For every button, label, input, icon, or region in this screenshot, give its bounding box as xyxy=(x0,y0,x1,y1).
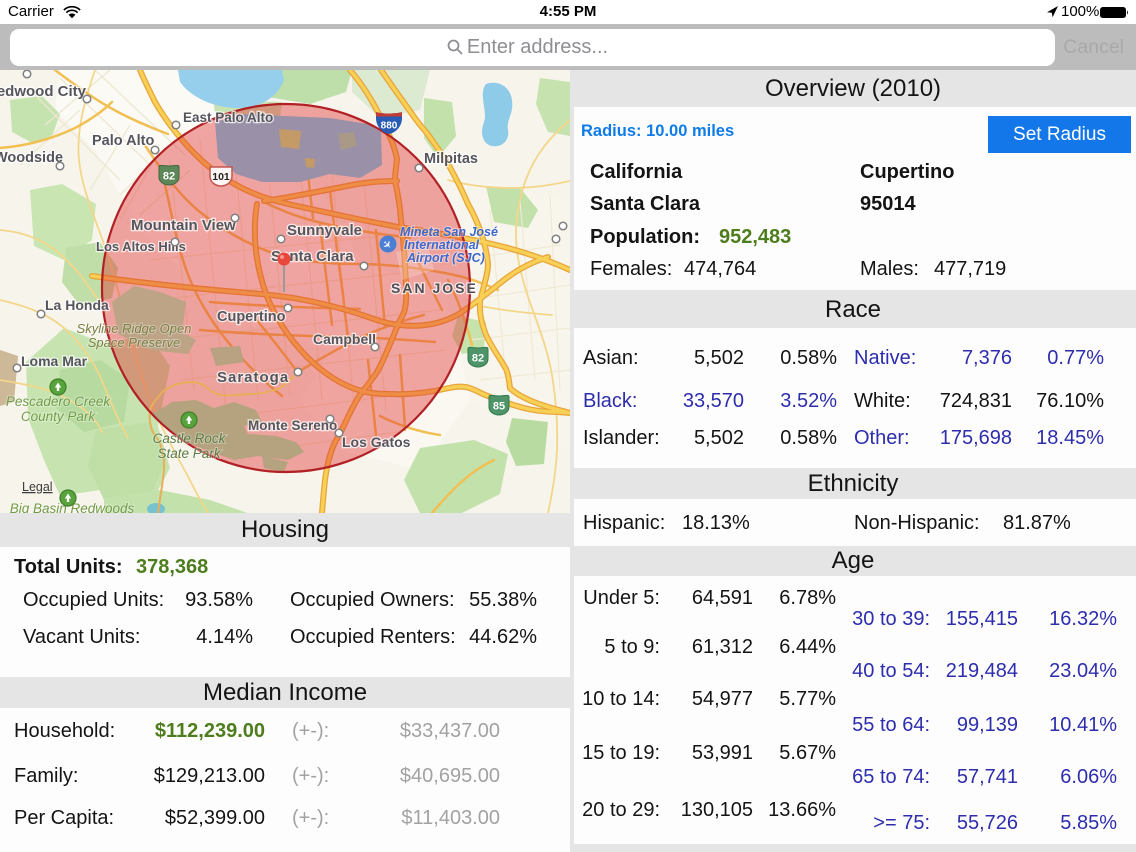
svg-text:Pescadero Creek: Pescadero Creek xyxy=(6,394,112,409)
svg-text:Santa Clara: Santa Clara xyxy=(271,248,354,265)
svg-text:State Park: State Park xyxy=(157,446,221,461)
svg-text:82: 82 xyxy=(163,171,175,183)
svg-text:85: 85 xyxy=(493,401,505,413)
svg-text:Palo Alto: Palo Alto xyxy=(92,133,154,149)
svg-text:Mineta San José: Mineta San José xyxy=(400,225,498,239)
svg-text:Redwood City: Redwood City xyxy=(0,83,87,100)
svg-text:Castle Rock: Castle Rock xyxy=(153,431,227,446)
svg-text:International: International xyxy=(404,238,480,252)
svg-text:Milpitas: Milpitas xyxy=(424,151,478,167)
svg-text:Woodside: Woodside xyxy=(0,150,63,166)
svg-text:101: 101 xyxy=(212,171,230,183)
svg-text:Cupertino: Cupertino xyxy=(217,309,286,325)
svg-text:Skyline Ridge Open: Skyline Ridge Open xyxy=(77,321,192,336)
svg-text:Mountain View: Mountain View xyxy=(131,217,236,234)
svg-text:82: 82 xyxy=(472,353,484,365)
svg-text:La Honda: La Honda xyxy=(45,297,109,313)
svg-text:Sunnyvale: Sunnyvale xyxy=(287,222,362,239)
svg-text:Airport (SJC): Airport (SJC) xyxy=(406,251,485,265)
svg-text:East Palo Alto: East Palo Alto xyxy=(183,110,273,125)
svg-text:Monte Sereno: Monte Sereno xyxy=(248,418,337,433)
svg-text:Saratoga: Saratoga xyxy=(217,369,289,386)
svg-text:Legal: Legal xyxy=(22,480,53,494)
svg-text:Los Gatos: Los Gatos xyxy=(342,434,411,450)
svg-text:Loma Mar: Loma Mar xyxy=(21,353,88,369)
svg-text:880: 880 xyxy=(381,121,398,132)
svg-text:County Park: County Park xyxy=(21,409,97,424)
svg-text:Los Altos Hills: Los Altos Hills xyxy=(96,239,186,254)
svg-text:SAN JOSE: SAN JOSE xyxy=(391,280,478,296)
svg-text:Space Preserve: Space Preserve xyxy=(88,335,181,350)
svg-text:Big Basin Redwoods: Big Basin Redwoods xyxy=(10,501,135,513)
svg-text:Campbell: Campbell xyxy=(313,331,376,347)
